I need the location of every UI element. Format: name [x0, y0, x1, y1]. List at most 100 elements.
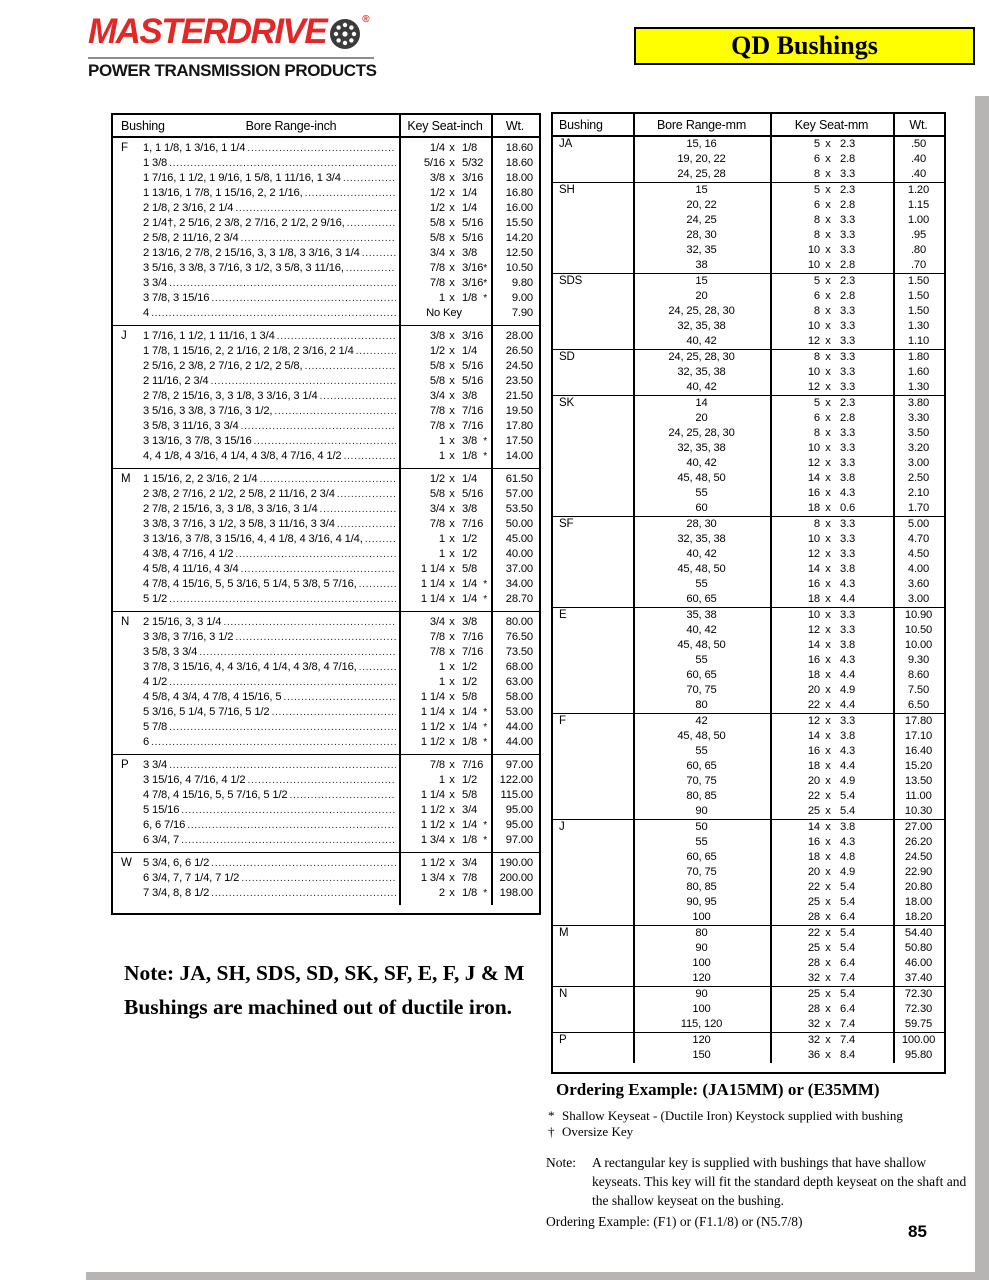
keyseat-width: 1/4 [429, 142, 445, 154]
keyseat-width: 1 1/4 [420, 706, 445, 718]
weight-cell: 10.90 [904, 609, 933, 621]
weight-cell: 4.50 [907, 548, 930, 560]
keyseat-x: x [449, 661, 455, 673]
keyseat-x: x [449, 706, 455, 718]
bushing-code-cell [113, 675, 143, 690]
keyseat-depth: 5.4 [840, 988, 856, 1000]
column-header-weight: Wt. [505, 118, 525, 133]
bore-range-cell: 80 [695, 927, 708, 939]
dotted-leader [223, 615, 396, 630]
keyseat-depth: 1/4 [462, 721, 478, 733]
keyseat-depth: 2.8 [840, 290, 856, 302]
keyseat-cell: 1 1/4 x 5/8 [399, 788, 491, 803]
bore-range-cell: 2 7/8, 2 15/16, 3, 3 1/8, 3 3/16, 3 1/4 [143, 389, 399, 404]
bore-range-cell: 24, 25 [686, 214, 717, 226]
table-row: 7 3/4, 8, 8 1/2 2x 1/8 * 198.00 [113, 886, 539, 901]
bushing-code-cell [553, 729, 633, 744]
keyseat-cell: 3/8 x 3/16 [399, 329, 491, 344]
bushing-code-cell [553, 365, 633, 380]
dotted-leader [337, 517, 396, 532]
keyseat-x: x [825, 684, 831, 696]
keyseat-width: 6 [813, 290, 820, 302]
table-row: 32, 35 10 x 3.3 .80 [553, 243, 944, 258]
keyseat-cell: 28 x 6.4 [770, 956, 893, 971]
weight-cell: 1.50 [907, 305, 930, 317]
keyseat-depth: 3.3 [840, 548, 856, 560]
bushing-code-cell: F [559, 715, 566, 727]
weight-cell: 54.40 [904, 927, 933, 939]
keyseat-depth: 2.3 [840, 184, 856, 196]
keyseat-cell: 14 x 3.8 [770, 820, 893, 835]
bushing-code-cell: SDS [559, 275, 583, 287]
keyseat-cell: 22 x 5.4 [770, 789, 893, 804]
keyseat-x: x [825, 153, 831, 165]
bore-range-cell: 35, 38 [686, 609, 717, 621]
keyseat-depth: 1/4 [462, 706, 478, 718]
bushing-code-cell [113, 246, 143, 261]
keyseat-cell: 20 x 4.9 [770, 774, 893, 789]
keyseat-width: 16 [807, 836, 820, 848]
keyseat-x: x [825, 942, 831, 954]
keyseat-width: 25 [807, 805, 820, 817]
keyseat-width: 20 [807, 684, 820, 696]
section-divider [553, 1032, 944, 1033]
weight-cell: 18.60 [505, 157, 533, 169]
weight-cell: 3.00 [907, 593, 930, 605]
bushing-code-cell [113, 449, 143, 464]
keyseat-cell: 16 x 4.3 [770, 744, 893, 759]
brand-logo: MASTERDRIVE ® POWER TRANSMISSION PRODU [88, 14, 388, 81]
bushing-code-cell [553, 850, 633, 865]
weight-cell: 1.20 [907, 184, 930, 196]
keyseat-cell: 1 1/2 x 3/4 [399, 856, 491, 871]
weight-cell: 3.30 [907, 412, 930, 424]
bushing-code-cell [553, 213, 633, 228]
column-header-bore: Bore Range-inch [245, 118, 337, 133]
keyseat-width: 3/4 [429, 390, 445, 402]
dotted-leader [235, 547, 396, 562]
keyseat-x: x [825, 548, 831, 560]
keyseat-x: x [449, 202, 455, 214]
section-divider [553, 182, 944, 183]
keyseat-cell: 1 x 1/2 [399, 547, 491, 562]
weight-cell: .80 [910, 244, 927, 256]
keyseat-depth: 1/8 [462, 292, 478, 304]
dotted-leader [337, 487, 396, 502]
bore-range-value: 2 7/8, 2 15/16, 3, 3 1/8, 3 3/16, 3 1/4 [143, 390, 318, 402]
table-row: 3 5/8, 3 11/16, 3 3/4 7/8 x 7/16 17.80 [113, 419, 539, 434]
keyseat-width: 10 [807, 366, 820, 378]
table-row: 3 5/16, 3 3/8, 3 7/16, 3 1/2, 3 5/8, 3 1… [113, 261, 539, 276]
bushing-code-cell [553, 486, 633, 501]
bore-range-value: 1 15/16, 2, 2 3/16, 2 1/4 [143, 473, 258, 485]
keyseat-cell: 7/8 x 7/16 [399, 419, 491, 434]
bore-range-cell: 115, 120 [680, 1018, 723, 1030]
bushing-section-sd: SD 24, 25, 28, 30 8 x 3.3 1.80 32, 35, 38 10 x 3.… [553, 350, 944, 395]
keyseat-depth: 4.3 [840, 578, 856, 590]
keyseat-depth: 4.9 [840, 684, 856, 696]
column-header-bore: Bore Range-mm [656, 117, 747, 132]
bore-range-cell: 90 [695, 988, 708, 1000]
keyseat-x: x [825, 881, 831, 893]
keyseat-x: x [449, 172, 455, 184]
keyseat-x: x [825, 669, 831, 681]
keyseat-depth: 5.4 [840, 805, 856, 817]
bore-range-cell: 70, 75 [686, 775, 717, 787]
table-row: N 90 25 x 5.4 72.30 [553, 987, 944, 1002]
keyseat-x: x [449, 360, 455, 372]
weight-cell: 23.50 [505, 375, 533, 387]
keyseat-depth: 3/4 [462, 857, 478, 869]
table-row: W 5 3/4, 6, 6 1/2 1 1/2 x 3/4 190.00 [113, 856, 539, 871]
column-header-keyseat: Key Seat-mm [794, 117, 869, 132]
keyseat-x: x [449, 435, 455, 447]
bushing-code-cell [113, 630, 143, 645]
bushing-code-cell [113, 201, 143, 216]
table-row: 5 1/2 1 1/4 x 1/4 * 28.70 [113, 592, 539, 607]
bore-range-cell: 60, 65 [686, 669, 717, 681]
keyseat-x: x [825, 1018, 831, 1030]
bore-range-value: 2 13/16, 2 7/8, 2 15/16, 3, 3 1/8, 3 3/1… [143, 247, 360, 259]
keyseat-width: 1 1/4 [420, 593, 445, 605]
keyseat-x: x [449, 616, 455, 628]
keyseat-x: x [825, 563, 831, 575]
bushing-code-cell [113, 487, 143, 502]
mm-bushing-table: Bushing Bore Range-mm Key Seat-mm Wt. JA… [551, 112, 946, 1074]
bore-range-value: 2 7/8, 2 15/16, 3, 3 1/8, 3 3/16, 3 1/4 [143, 503, 318, 515]
